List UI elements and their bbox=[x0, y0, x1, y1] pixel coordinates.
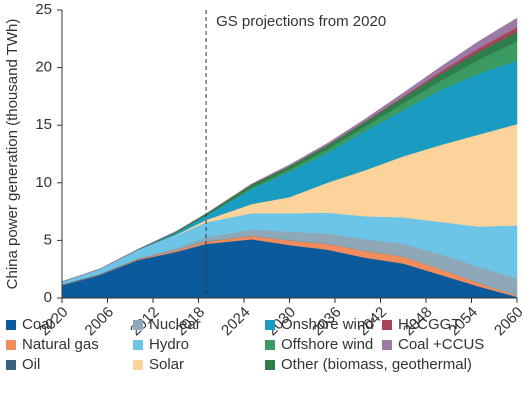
legend-swatch bbox=[6, 360, 16, 370]
y-tick-label: 5 bbox=[44, 231, 52, 248]
y-tick-label: 15 bbox=[35, 116, 52, 133]
x-tick-label: 2006 bbox=[82, 304, 118, 340]
annotation: GS projections from 2020 bbox=[216, 13, 386, 30]
legend-label: Onshore wind bbox=[281, 316, 374, 333]
legend-label: Offshore wind bbox=[281, 336, 373, 353]
y-tick-label: 20 bbox=[35, 59, 52, 76]
x-tick-label: 2060 bbox=[491, 304, 525, 340]
y-axis-label: China power generation (thousand TWh) bbox=[4, 19, 21, 290]
legend-swatch bbox=[133, 340, 143, 350]
legend-swatch bbox=[382, 340, 392, 350]
legend-swatch bbox=[265, 340, 275, 350]
legend-label: Natural gas bbox=[22, 336, 99, 353]
legend-swatch bbox=[382, 320, 392, 330]
legend-swatch bbox=[133, 360, 143, 370]
legend-label: Coal +CCUS bbox=[398, 336, 484, 353]
legend-label: Other (biomass, geothermal) bbox=[281, 356, 472, 373]
legend-label: Coal bbox=[22, 316, 53, 333]
legend-label: Nuclear bbox=[149, 316, 201, 333]
area bbox=[61, 17, 518, 282]
legend-swatch bbox=[133, 320, 143, 330]
y-tick-label: 25 bbox=[35, 1, 52, 18]
legend-swatch bbox=[6, 340, 16, 350]
y-tick-label: 10 bbox=[35, 174, 52, 191]
legend-label: Oil bbox=[22, 356, 40, 373]
legend-swatch bbox=[265, 320, 275, 330]
x-tick-label: 2024 bbox=[218, 304, 254, 340]
legend-label: Solar bbox=[149, 356, 184, 373]
y-tick-label: 0 bbox=[44, 289, 52, 306]
legend-label: Hydro bbox=[149, 336, 189, 353]
legend-swatch bbox=[265, 360, 275, 370]
legend-label: H2CGGT bbox=[398, 316, 461, 333]
legend-swatch bbox=[6, 320, 16, 330]
